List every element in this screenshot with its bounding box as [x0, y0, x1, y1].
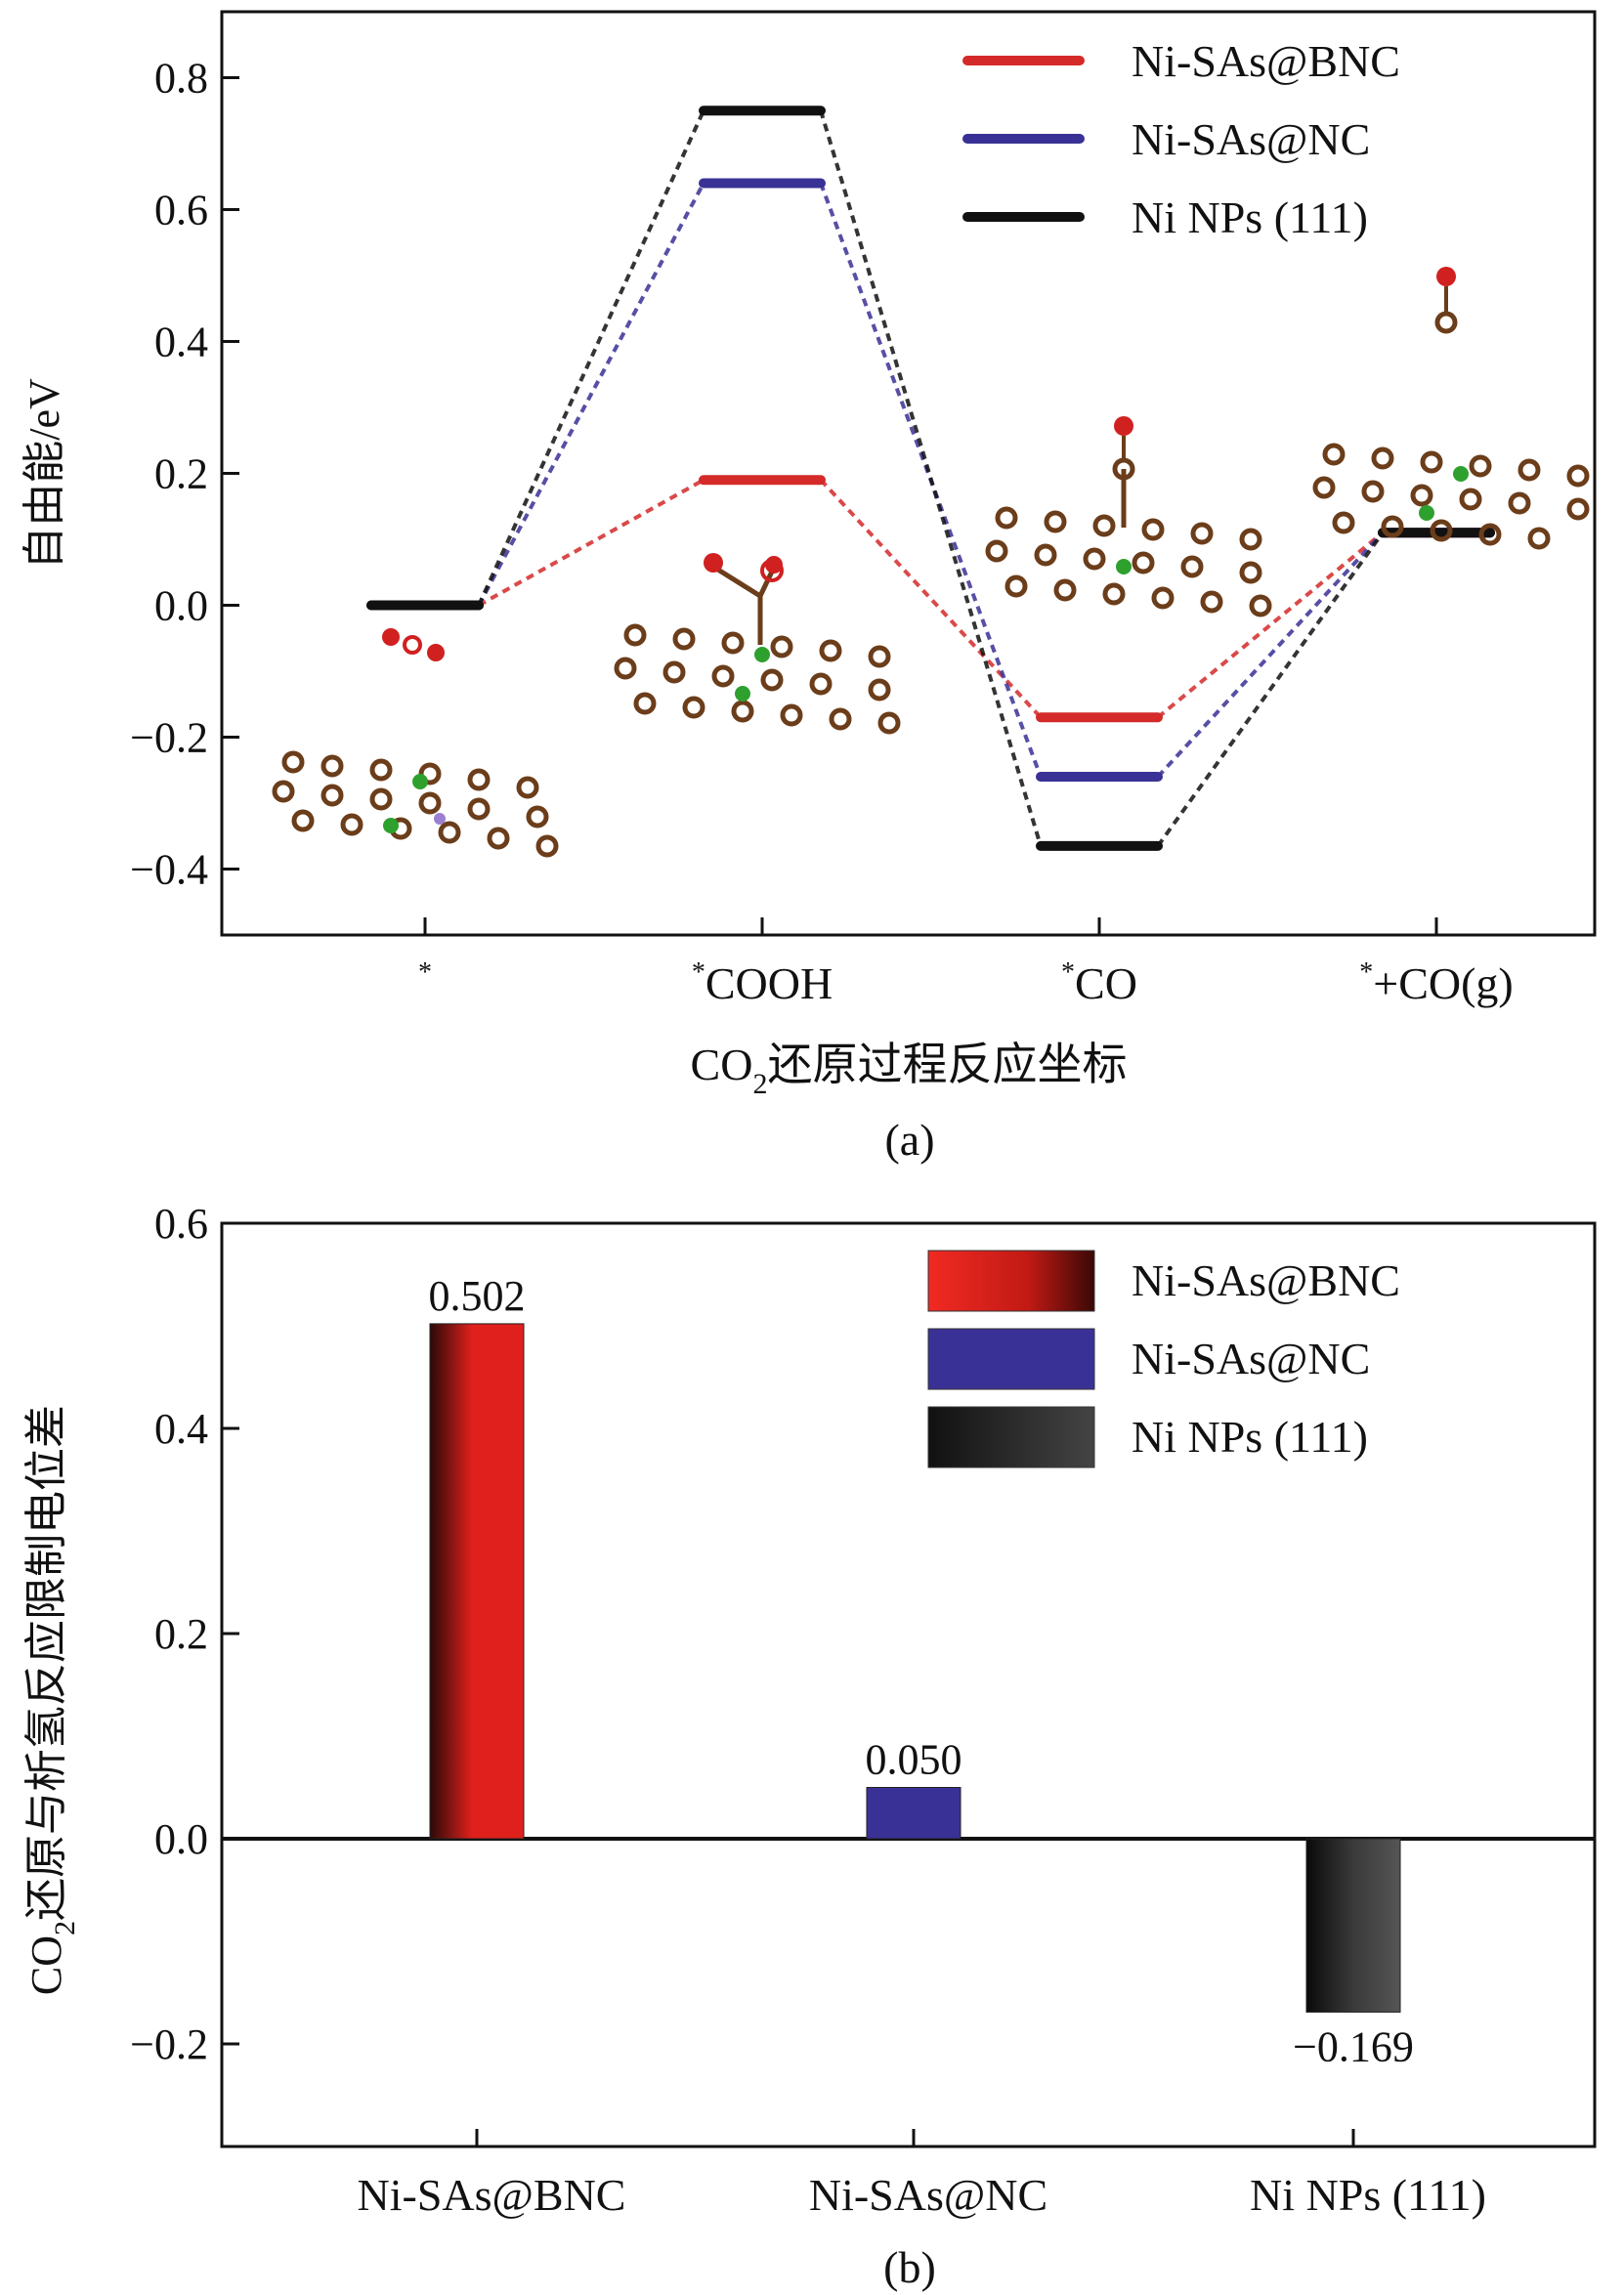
- y-axis-label-a: 自由能/eV: [21, 378, 68, 570]
- legend-label-a: Ni-SAs@BNC: [1132, 36, 1400, 86]
- y-tick-label-a: −0.2: [130, 714, 208, 762]
- x-axis-label-a: CO2还原过程反应坐标: [691, 1040, 1128, 1100]
- plot-frame-b: [220, 1221, 1597, 2148]
- y-tick-label-b: 0.4: [154, 1405, 208, 1453]
- x-tick-label-a: *COOH: [692, 957, 833, 1008]
- y-tick-label-b: 0.0: [154, 1815, 208, 1863]
- co-adsorbed-structure-icon: [985, 416, 1272, 617]
- legend-a: Ni-SAs@BNC Ni-SAs@NC Ni NPs (111): [962, 36, 1400, 242]
- catalyst-structure-icon: [272, 750, 559, 858]
- legend-label-b: Ni-SAs@BNC: [1132, 1255, 1400, 1305]
- y-tick-label-a: 0.4: [154, 319, 208, 366]
- y-tick-label-a: 0.6: [154, 187, 208, 234]
- y-tick-label-b: 0.2: [154, 1610, 208, 1658]
- energy-diagram-panel: −0.4 −0.2 0.0 0.2 0.4 0.6 0.8 * *COOH *CO *+CO(g): [21, 10, 1597, 1165]
- x-tick-label-b: Ni NPs (111): [1250, 2170, 1486, 2220]
- legend-b: Ni-SAs@BNC Ni-SAs@NC Ni NPs (111): [927, 1250, 1400, 1468]
- y-axis-a: −0.4 −0.2 0.0 0.2 0.4 0.6 0.8: [130, 55, 239, 894]
- bar: [866, 1787, 962, 1840]
- y-axis-label-b: CO2还原与析氢反应限制电位差: [22, 1405, 81, 1995]
- legend-label-a: Ni-SAs@NC: [1132, 114, 1370, 164]
- y-tick-label-a: −0.4: [130, 846, 208, 894]
- bar: [1305, 1838, 1401, 2013]
- co-gas-molecule-icon: [1434, 267, 1458, 334]
- y-tick-label-a: 0.2: [154, 450, 208, 498]
- connector-line: [1156, 531, 1385, 719]
- bars: 0.502 0.050 −0.169: [429, 1272, 1414, 2071]
- x-axis-a: * *COOH *CO *+CO(g): [418, 917, 1514, 1008]
- connector-line: [819, 478, 1043, 719]
- panel-label-b: (b): [883, 2242, 936, 2292]
- legend-label-b: Ni NPs (111): [1132, 1412, 1368, 1462]
- connector-line: [477, 109, 705, 607]
- connector-line: [1156, 531, 1385, 848]
- x-tick-label-a: *CO: [1061, 957, 1137, 1008]
- panel-label-a: (a): [884, 1115, 934, 1165]
- x-tick-label-a: *: [418, 957, 432, 988]
- connector-line: [819, 109, 1043, 847]
- co-desorbed-structure-icon: [1312, 443, 1590, 550]
- legend-swatch-b: [927, 1328, 1095, 1390]
- connector-lines: [477, 109, 1385, 848]
- bar-value-label: −0.169: [1293, 2022, 1414, 2070]
- x-tick-label-a: *+CO(g): [1359, 957, 1513, 1008]
- y-tick-label-b: 0.6: [154, 1200, 208, 1248]
- bar-chart-panel: −0.2 0.0 0.2 0.4 0.6 0.502 0.050 −0.169 Ni-SAs…: [22, 1200, 1597, 2292]
- bar: [429, 1323, 525, 1840]
- y-tick-label-a: 0.0: [154, 582, 208, 630]
- connector-line: [1156, 531, 1385, 779]
- connector-line: [478, 478, 705, 608]
- x-tick-label-b: Ni-SAs@BNC: [358, 2170, 626, 2220]
- cooh-structure-icon: [614, 553, 901, 735]
- y-tick-label-b: −0.2: [130, 2020, 208, 2068]
- bar-value-label: 0.502: [429, 1272, 526, 1320]
- x-axis-b: Ni-SAs@BNC Ni-SAs@NC Ni NPs (111): [358, 2129, 1486, 2220]
- co2-molecule-icon: [382, 628, 445, 661]
- legend-swatch-b: [927, 1406, 1095, 1468]
- y-tick-label-a: 0.8: [154, 55, 208, 103]
- connector-line: [477, 182, 705, 607]
- bar-value-label: 0.050: [866, 1736, 962, 1784]
- legend-label-a: Ni NPs (111): [1132, 192, 1368, 242]
- x-tick-label-b: Ni-SAs@NC: [809, 2170, 1047, 2220]
- legend-swatch-b: [927, 1250, 1095, 1312]
- legend-label-b: Ni-SAs@NC: [1132, 1334, 1370, 1383]
